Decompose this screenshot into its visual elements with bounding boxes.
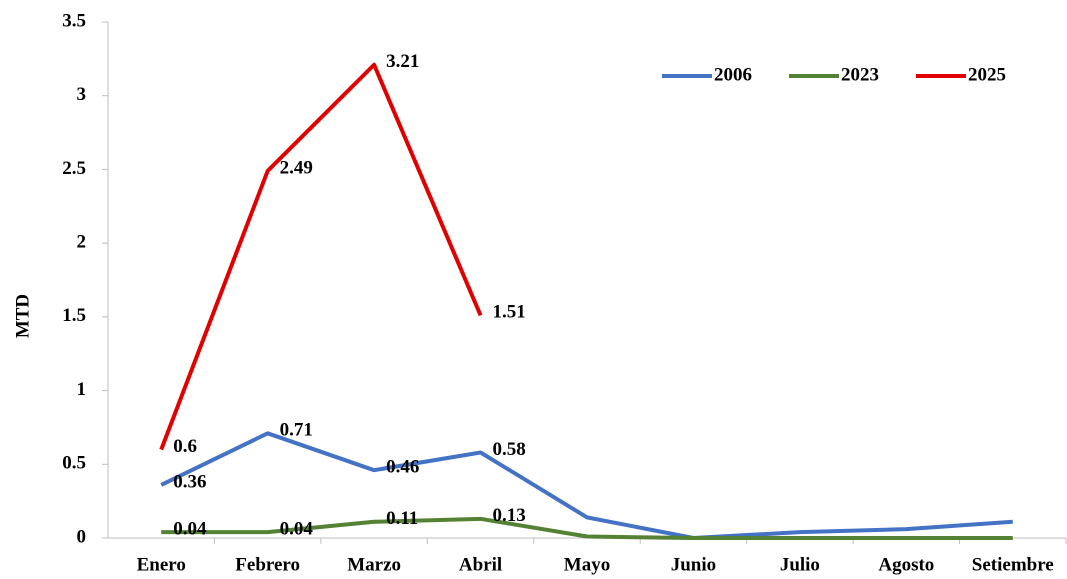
x-tick-label: Enero <box>137 554 186 575</box>
data-label: 0.46 <box>386 457 419 478</box>
y-axis-label: MTD <box>12 294 33 338</box>
data-label: 0.11 <box>386 508 418 529</box>
data-label: 0.36 <box>173 471 206 492</box>
legend-label: 2023 <box>841 64 879 85</box>
x-tick-label: Agosto <box>878 554 934 575</box>
x-tick-label: Mayo <box>564 554 610 575</box>
y-tick-label: 3 <box>77 84 87 105</box>
data-label: 1.51 <box>493 302 526 323</box>
x-tick-label: Marzo <box>347 554 401 575</box>
y-tick-label: 3.5 <box>62 10 86 31</box>
series-line <box>160 431 1013 540</box>
y-tick-label: 0.5 <box>62 453 86 474</box>
x-tick-label: Abril <box>459 554 502 575</box>
data-label: 0.58 <box>493 439 526 460</box>
x-tick-label: Junio <box>671 554 716 575</box>
y-tick-label: 1.5 <box>62 305 86 326</box>
x-tick-label: Julio <box>780 554 820 575</box>
data-label: 3.21 <box>386 51 419 72</box>
y-tick-label: 0 <box>77 526 87 547</box>
data-label: 0.71 <box>280 420 313 441</box>
legend-label: 2006 <box>714 64 752 85</box>
data-label: 0.6 <box>173 436 197 457</box>
y-tick-label: 2 <box>77 232 87 253</box>
series-line <box>161 516 1013 540</box>
x-tick-label: Setiembre <box>972 554 1054 575</box>
x-tick-label: Febrero <box>235 554 300 575</box>
legend-label: 2025 <box>968 64 1006 85</box>
y-tick-label: 1 <box>77 379 87 400</box>
data-label: 0.04 <box>280 518 314 539</box>
data-label: 2.49 <box>280 157 313 178</box>
data-label: 0.13 <box>493 505 526 526</box>
data-label: 0.04 <box>173 518 207 539</box>
series-line <box>159 62 483 451</box>
y-tick-label: 2.5 <box>62 158 86 179</box>
